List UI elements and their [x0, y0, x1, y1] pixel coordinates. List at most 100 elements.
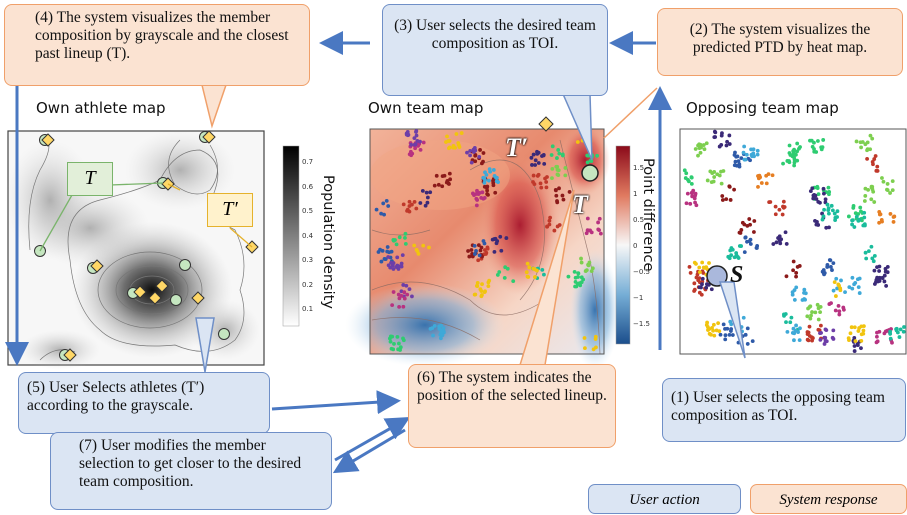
lineup-point — [833, 215, 838, 220]
density-label: Population density — [320, 175, 336, 309]
lineup-point — [396, 341, 401, 346]
lineup-point — [869, 197, 874, 202]
lineup-point — [813, 218, 817, 223]
lineup-point — [808, 316, 813, 321]
lineup-point — [875, 330, 879, 335]
lineup-point — [714, 328, 719, 333]
lineup-point — [440, 184, 445, 189]
lineup-point — [484, 172, 489, 177]
lineup-point — [692, 196, 697, 201]
lineup-point — [852, 344, 857, 348]
lineup-point — [397, 235, 402, 240]
lineup-point — [492, 237, 497, 241]
lineup-point — [684, 171, 689, 176]
lineup-point — [428, 190, 433, 195]
lineup-point — [526, 275, 531, 279]
lineup-point — [687, 179, 691, 184]
lineup-point — [718, 332, 723, 337]
lineup-point — [707, 331, 712, 336]
lineup-point — [771, 242, 776, 246]
lineup-point — [810, 310, 814, 314]
lineup-point — [764, 173, 769, 178]
lineup-point — [545, 175, 549, 179]
lineup-point — [395, 255, 400, 260]
lineup-point — [694, 261, 698, 266]
lineup-point — [828, 264, 833, 269]
lineup-point — [533, 158, 538, 163]
lineup-point — [790, 290, 795, 295]
lineup-point — [474, 248, 478, 253]
lineup-point — [788, 320, 793, 325]
lineup-point — [454, 132, 459, 136]
lineup-point — [717, 144, 722, 149]
lineup-point — [752, 230, 756, 234]
lineup-point — [743, 235, 748, 240]
lineup-point — [563, 173, 568, 178]
lineup-point — [477, 190, 482, 195]
lineup-point — [697, 285, 702, 290]
lineup-point — [826, 211, 831, 216]
lineup-point — [712, 333, 717, 338]
lineup-point — [733, 159, 738, 164]
lineup-point — [466, 249, 470, 253]
lineup-point — [862, 199, 867, 203]
lineup-point — [705, 325, 710, 329]
lineup-point — [598, 231, 603, 236]
lineup-point — [579, 280, 584, 285]
S-point — [706, 265, 728, 287]
lineup-point — [386, 255, 391, 259]
lineup-point — [391, 290, 396, 294]
lineup-point — [556, 148, 561, 152]
lineup-point — [810, 338, 814, 343]
lineup-point — [379, 259, 384, 264]
lineup-point — [407, 287, 412, 292]
lineup-point — [407, 209, 412, 214]
lineup-point — [412, 243, 417, 248]
lineup-point — [477, 154, 482, 159]
lineup-point — [745, 326, 750, 331]
lineup-point — [725, 326, 730, 331]
lineup-point — [709, 287, 714, 292]
lineup-point — [497, 270, 502, 274]
lineup-point — [833, 308, 838, 313]
lineup-point — [389, 260, 393, 265]
lineup-point — [783, 230, 788, 235]
lineup-point — [829, 301, 833, 306]
T-tag: T — [67, 162, 113, 196]
lineup-point — [858, 205, 863, 210]
density-ticks: 0.7 0.6 0.5 0.4 0.3 0.2 0.1 — [302, 158, 314, 313]
lineup-point — [474, 283, 479, 288]
lineup-point — [596, 220, 601, 225]
lineup-point — [573, 284, 577, 289]
lineup-point — [865, 148, 869, 153]
lineup-point — [890, 179, 895, 184]
lineup-point — [579, 260, 584, 265]
lineup-point — [583, 346, 587, 351]
lineup-point — [793, 328, 798, 333]
lineup-point — [723, 333, 728, 338]
lineup-point — [534, 268, 539, 273]
lineup-point — [410, 294, 414, 299]
lineup-point — [706, 328, 710, 332]
lineup-point — [724, 143, 729, 148]
lineup-point — [795, 141, 800, 146]
lineup-point — [868, 147, 873, 152]
lineup-point — [862, 324, 866, 329]
lineup-point — [495, 273, 500, 277]
lineup-point — [481, 239, 486, 243]
callout-user-7: (7) User modifies the member selection t… — [50, 432, 332, 510]
lineup-point — [859, 338, 864, 343]
lineup-point — [888, 336, 893, 341]
lineup-point — [697, 290, 702, 295]
lineup-point — [902, 325, 906, 329]
lineup-point — [863, 194, 868, 198]
lineup-point — [877, 269, 882, 273]
lineup-point — [898, 327, 903, 332]
lineup-point — [556, 173, 561, 178]
lineup-point — [741, 150, 746, 155]
lineup-point — [474, 203, 479, 208]
lineup-point — [701, 143, 706, 147]
point-difference-colorbar — [615, 145, 631, 345]
lineup-point — [704, 265, 709, 270]
legend-system-response: System response — [750, 484, 907, 514]
